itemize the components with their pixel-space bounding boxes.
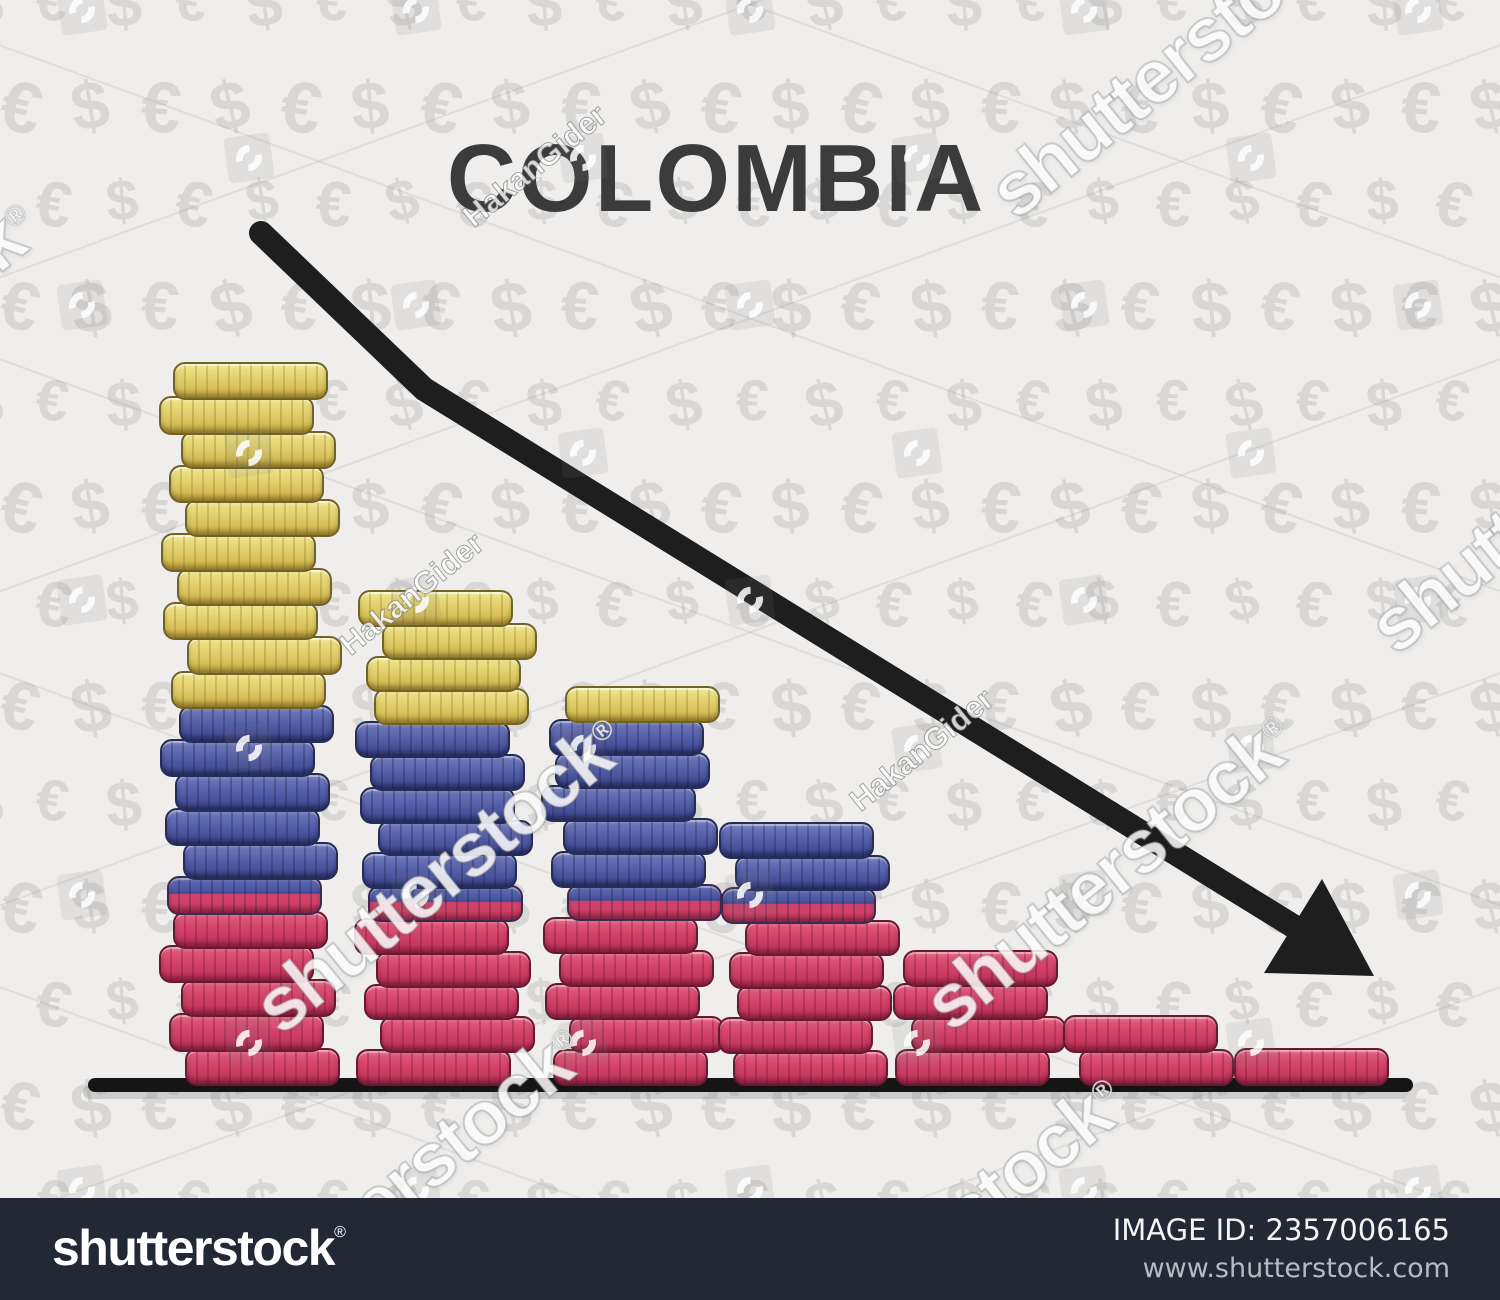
coin-red (354, 918, 509, 955)
coin-blue (370, 754, 525, 791)
coin-yellow (159, 396, 314, 435)
coin-blue (355, 721, 510, 758)
coin-red (169, 1013, 324, 1052)
coin-yellow (185, 499, 340, 538)
coin-yellow (173, 362, 328, 401)
shutterstock-logo-text: shutterstock (52, 1220, 336, 1276)
coin-red (1234, 1048, 1389, 1086)
coin-red (185, 1047, 340, 1086)
coin-blue (179, 704, 334, 744)
coin-blue (719, 822, 874, 859)
coin-transition (567, 884, 722, 921)
coin-red (1063, 1015, 1218, 1053)
coin-blue (378, 819, 533, 857)
coin-red (895, 1049, 1050, 1086)
coin-red (903, 950, 1058, 987)
image-id: IMAGE ID: 2357006165 (1112, 1213, 1450, 1247)
coin-red (569, 1016, 724, 1053)
coin-yellow (163, 602, 318, 641)
coin-blue (165, 807, 320, 846)
coin-yellow (171, 670, 326, 709)
coin-blue (563, 818, 718, 855)
site-url: www.shutterstock.com (1142, 1253, 1450, 1284)
coin-red (364, 983, 519, 1021)
coin-red (893, 983, 1048, 1020)
coin-red (376, 950, 531, 988)
coin-blue (360, 786, 515, 824)
coin-yellow (565, 686, 720, 723)
coin-blue (551, 851, 706, 888)
coin-red (745, 919, 900, 956)
coin-blue (160, 739, 315, 778)
coin-red (553, 1049, 708, 1086)
coin-red (543, 917, 698, 954)
coin-red (729, 952, 884, 989)
coin-blue (175, 773, 330, 812)
coin-yellow (187, 636, 342, 675)
coin-red (380, 1016, 535, 1054)
coin-blue (541, 785, 696, 822)
coin-red (911, 1016, 1066, 1053)
coin-red (356, 1049, 511, 1086)
coin-red (733, 1049, 888, 1086)
coin-yellow (358, 590, 513, 627)
coin-yellow (161, 533, 316, 572)
coin-yellow (382, 622, 537, 660)
coin-yellow (366, 655, 521, 693)
coin-transition (368, 885, 523, 922)
coin-transition (721, 887, 876, 924)
coin-yellow (181, 430, 336, 469)
shutterstock-footer-bar: shutterstock® IMAGE ID: 2357006165 www.s… (0, 1198, 1500, 1300)
coin-red (159, 944, 314, 984)
coin-red (1079, 1048, 1234, 1086)
shutterstock-logo: shutterstock® (52, 1219, 346, 1277)
coin-red (559, 950, 714, 987)
page-title: COLOMBIA (446, 125, 986, 232)
coin-blue (362, 852, 517, 890)
coin-blue (183, 842, 338, 881)
coin-yellow (169, 464, 324, 504)
coin-red (173, 910, 328, 949)
coin-red (181, 979, 336, 1018)
coin-yellow (374, 688, 529, 726)
coin-transition (167, 876, 322, 915)
coin-blue (735, 854, 890, 891)
coin-red (545, 983, 700, 1020)
coin-red (737, 984, 892, 1021)
coin-red (718, 1017, 873, 1054)
registered-mark: ® (334, 1224, 346, 1241)
coin-blue (549, 719, 704, 756)
coin-yellow (177, 567, 332, 606)
coin-blue (555, 752, 710, 789)
image-meta: IMAGE ID: 2357006165 www.shutterstock.co… (1113, 1213, 1450, 1284)
